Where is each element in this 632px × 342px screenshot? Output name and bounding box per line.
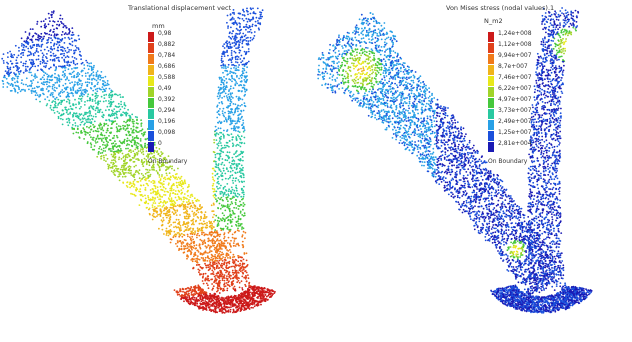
- stress-legend-label: 4,97e+007: [498, 96, 532, 103]
- displacement-legend-swatch: [148, 76, 154, 86]
- stress-footer: On Boundary: [488, 158, 528, 165]
- displacement-point-cloud: [1, 7, 276, 314]
- displacement-legend-swatch: [148, 131, 154, 141]
- stress-legend-swatch: [488, 43, 494, 53]
- stress-point-cloud: [317, 7, 593, 314]
- stress-legend-label: 1,25e+007: [498, 129, 532, 136]
- displacement-legend-swatch: [148, 142, 154, 152]
- stress-legend-swatch: [488, 54, 494, 64]
- stress-legend-swatch: [488, 109, 494, 119]
- stress-legend-label: 9,94e+007: [498, 52, 532, 59]
- displacement-legend-label: 0,588: [158, 74, 176, 81]
- displacement-legend-swatch: [148, 43, 154, 53]
- displacement-legend-label: 0,686: [158, 63, 176, 70]
- displacement-legend-label: 0,098: [158, 129, 176, 136]
- displacement-legend-swatch: [148, 65, 154, 75]
- displacement-title: Translational displacement vect: [128, 4, 232, 12]
- displacement-legend-label: 0,392: [158, 96, 176, 103]
- displacement-legend-swatch: [148, 87, 154, 97]
- stress-legend-swatch: [488, 131, 494, 141]
- stress-legend-swatch: [488, 98, 494, 108]
- stress-legend-label: 8,7e+007: [498, 63, 528, 70]
- displacement-legend-label: 0: [158, 140, 162, 147]
- displacement-unit: mm: [152, 22, 165, 30]
- stress-legend-label: 1,12e+008: [498, 41, 532, 48]
- stress-legend-swatch: [488, 120, 494, 130]
- displacement-legend-swatch: [148, 109, 154, 119]
- stress-legend-swatch: [488, 76, 494, 86]
- displacement-legend-label: 0,294: [158, 107, 176, 114]
- stress-legend-label: 6,22e+007: [498, 85, 532, 92]
- stress-title: Von Mises stress (nodal values).1: [446, 4, 555, 12]
- displacement-legend-swatch: [148, 54, 154, 64]
- stress-legend-label: 2,49e+007: [498, 118, 532, 125]
- stress-legend-swatch: [488, 142, 494, 152]
- displacement-legend-swatch: [148, 32, 154, 42]
- stress-legend-label: 1,24e+008: [498, 30, 532, 37]
- displacement-legend-label: 0,784: [158, 52, 176, 59]
- displacement-panel: Translational displacement vect mm 0,98 0…: [1, 4, 276, 314]
- stress-legend-swatch: [488, 65, 494, 75]
- displacement-legend-label: 0,98: [158, 30, 172, 37]
- displacement-footer: On Boundary: [148, 158, 188, 165]
- stress-legend-swatch: [488, 32, 494, 42]
- stress-legend-label: 3,73e+007: [498, 107, 532, 114]
- stress-legend-swatch: [488, 87, 494, 97]
- stress-panel: Von Mises stress (nodal values).1 N_m2 1…: [316, 0, 632, 342]
- displacement-legend-label: 0,49: [158, 85, 172, 92]
- stress-legend-label: 7,46e+007: [498, 74, 532, 81]
- displacement-legend-label: 0,882: [158, 41, 176, 48]
- stress-unit: N_m2: [484, 17, 503, 25]
- displacement-legend-swatch: [148, 120, 154, 130]
- displacement-legend-label: 0,196: [158, 118, 176, 125]
- displacement-legend-swatch: [148, 98, 154, 108]
- stress-legend-label: 2,81e+004: [498, 140, 532, 147]
